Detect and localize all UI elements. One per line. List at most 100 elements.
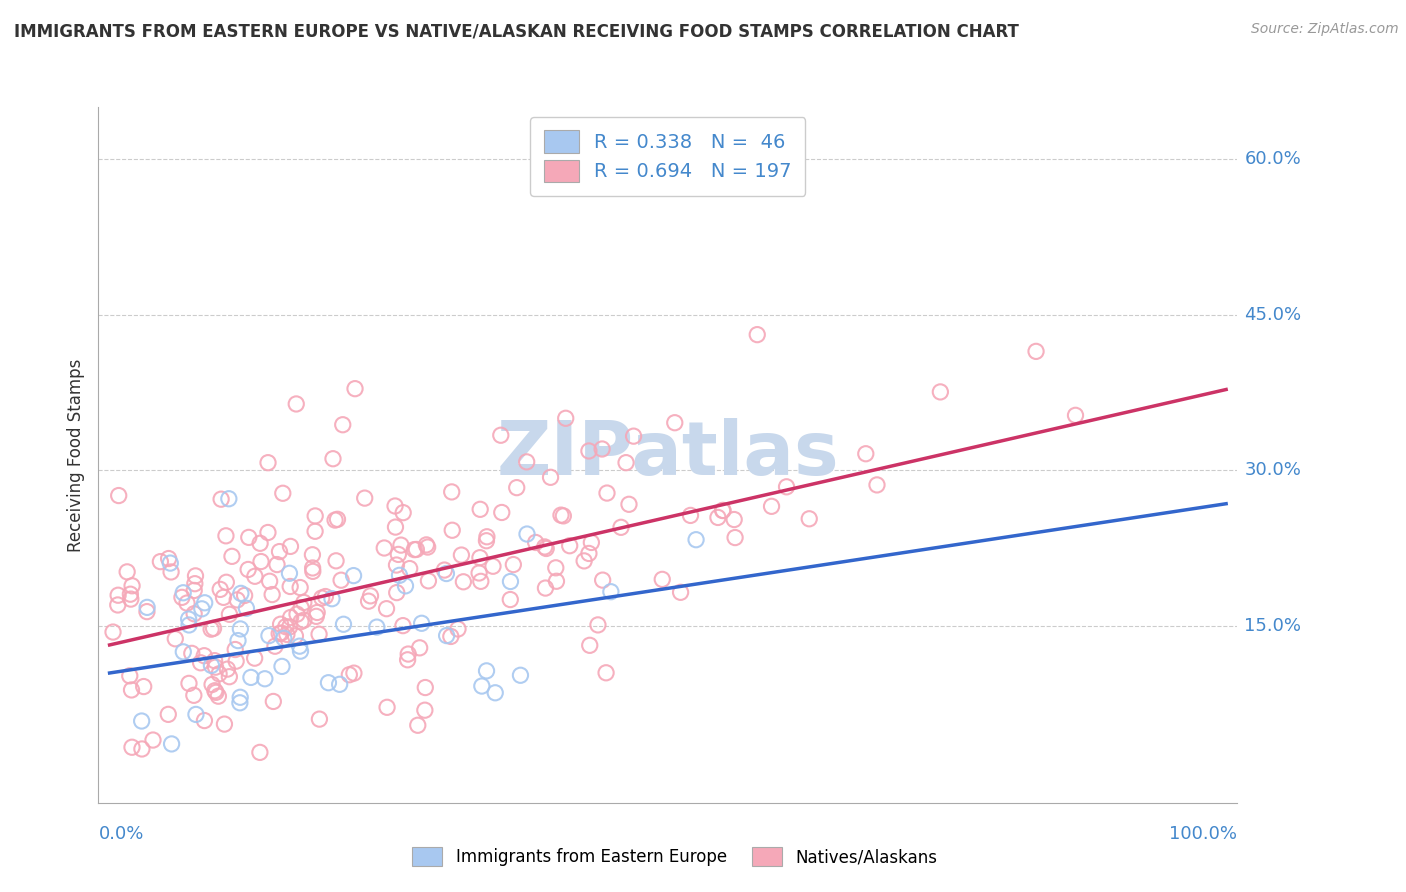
Point [470,574,492,589]
Point [353,491,375,505]
Point [278,579,301,593]
Point [610,520,633,534]
Point [229,586,252,600]
Point [533,540,555,554]
Point [332,617,354,632]
Point [475,664,498,678]
Point [761,500,783,514]
Point [190,656,212,670]
Point [266,558,288,572]
Point [191,602,214,616]
Point [304,508,326,523]
Point [440,484,463,499]
Point [307,606,329,620]
Point [572,554,595,568]
Point [107,489,129,503]
Point [172,645,194,659]
Point [274,620,297,634]
Point [396,653,419,667]
Point [204,660,226,674]
Point [929,384,952,399]
Point [290,644,312,658]
Point [434,566,457,581]
Point [357,594,380,608]
Point [389,538,412,552]
Point [217,662,239,676]
Point [202,621,225,635]
Point [321,591,343,606]
Point [243,569,266,583]
Point [176,596,198,610]
Point [262,694,284,708]
Point [225,654,247,668]
Point [387,548,409,562]
Point [453,574,475,589]
Point [257,629,280,643]
Point [121,740,143,755]
Point [855,447,877,461]
Point [373,541,395,555]
Point [581,535,603,549]
Point [239,670,262,684]
Point [229,690,252,705]
Point [183,688,205,702]
Point [218,607,240,622]
Point [250,555,273,569]
Point [554,411,576,425]
Point [305,609,328,624]
Point [595,665,617,680]
Point [866,478,889,492]
Point [669,585,692,599]
Point [209,582,232,597]
Point [159,556,181,570]
Point [204,654,226,668]
Point [509,668,531,682]
Point [193,648,215,663]
Point [131,742,153,756]
Point [418,574,440,588]
Point [278,620,301,634]
Point [366,620,388,634]
Point [375,601,398,615]
Point [215,529,238,543]
Point [249,745,271,759]
Point [226,633,249,648]
Point [711,503,734,517]
Point [325,554,347,568]
Point [342,568,364,582]
Point [221,549,243,564]
Point [707,510,730,524]
Point [160,565,183,579]
Point [259,574,281,589]
Point [201,677,224,691]
Point [257,456,280,470]
Point [177,612,200,626]
Point [614,456,637,470]
Legend: R = 0.338   N =  46, R = 0.694   N = 197: R = 0.338 N = 46, R = 0.694 N = 197 [530,117,806,195]
Point [330,573,353,587]
Point [599,584,621,599]
Point [235,601,257,615]
Point [271,486,294,500]
Point [747,327,769,342]
Point [413,703,436,717]
Point [775,480,797,494]
Point [578,546,600,560]
Point [433,563,456,577]
Point [415,538,437,552]
Point [180,646,202,660]
Point [243,651,266,665]
Point [184,707,207,722]
Point [292,613,315,627]
Legend: Immigrants from Eastern Europe, Natives/Alaskans: Immigrants from Eastern Europe, Natives/… [404,838,946,875]
Point [392,618,415,632]
Point [238,530,260,544]
Point [149,555,172,569]
Point [285,607,308,622]
Point [301,565,323,579]
Point [209,492,232,507]
Point [270,626,292,640]
Point [1064,409,1087,423]
Point [218,670,240,684]
Point [308,627,330,641]
